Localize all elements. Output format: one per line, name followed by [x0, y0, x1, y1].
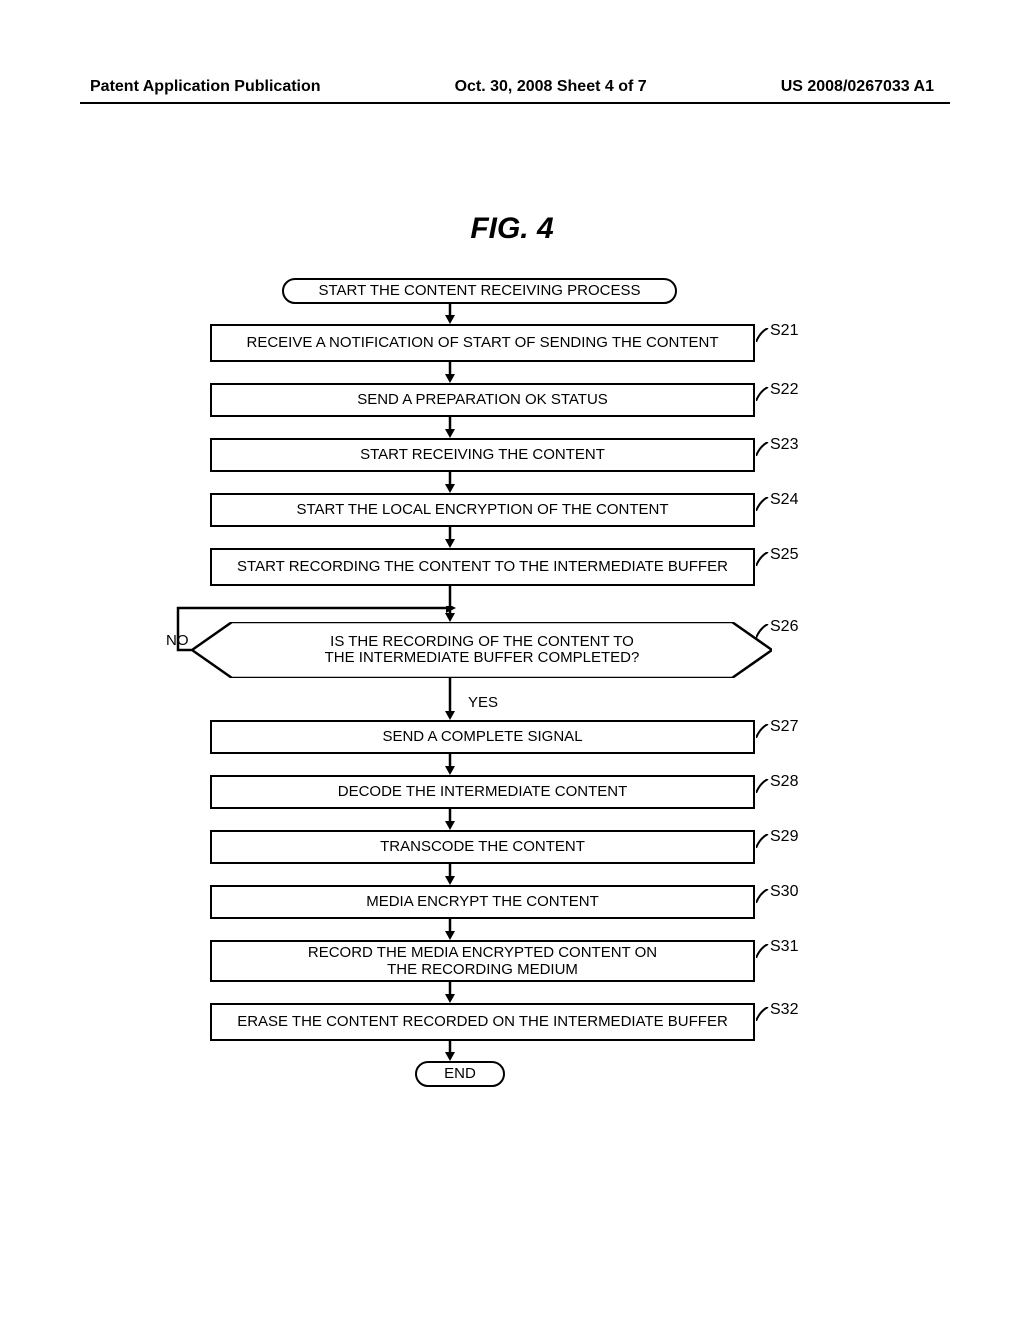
step-label: S31: [770, 938, 798, 956]
figure-title: FIG. 4: [0, 212, 1024, 246]
step-label: S29: [770, 828, 798, 846]
process-s30: MEDIA ENCRYPT THE CONTENT: [210, 885, 755, 919]
page: Patent Application Publication Oct. 30, …: [0, 0, 1024, 1320]
flow-arrow: [444, 472, 456, 493]
start-terminator: START THE CONTENT RECEIVING PROCESS: [282, 278, 677, 304]
process-s31: RECORD THE MEDIA ENCRYPTED CONTENT ONTHE…: [210, 940, 755, 982]
loop-no-path: [176, 606, 458, 654]
page-header: Patent Application Publication Oct. 30, …: [0, 78, 1024, 96]
step-label: S23: [770, 436, 798, 454]
process-s25: START RECORDING THE CONTENT TO THE INTER…: [210, 548, 755, 586]
flow-arrow: [444, 527, 456, 548]
process-s32: ERASE THE CONTENT RECORDED ON THE INTERM…: [210, 1003, 755, 1041]
step-label: S26: [770, 618, 798, 636]
step-label: S32: [770, 1001, 798, 1019]
process-s28: DECODE THE INTERMEDIATE CONTENT: [210, 775, 755, 809]
header-right: US 2008/0267033 A1: [781, 78, 934, 96]
flow-arrow: [444, 809, 456, 830]
process-s23: START RECEIVING THE CONTENT: [210, 438, 755, 472]
branch-yes-label: YES: [468, 694, 498, 711]
flow-arrow: [444, 304, 456, 324]
flow-arrow: [444, 417, 456, 438]
flow-arrow: [444, 982, 456, 1003]
process-s22: SEND A PREPARATION OK STATUS: [210, 383, 755, 417]
flow-arrow: [444, 754, 456, 775]
flow-arrow: [444, 362, 456, 383]
flow-arrow: [444, 864, 456, 885]
step-label: S25: [770, 546, 798, 564]
step-label: S24: [770, 491, 798, 509]
header-center: Oct. 30, 2008 Sheet 4 of 7: [455, 78, 647, 96]
step-label: S28: [770, 773, 798, 791]
header-rule: [80, 102, 950, 104]
header-left: Patent Application Publication: [90, 78, 321, 96]
process-s27: SEND A COMPLETE SIGNAL: [210, 720, 755, 754]
step-label: S22: [770, 381, 798, 399]
step-label: S21: [770, 322, 798, 340]
process-s21: RECEIVE A NOTIFICATION OF START OF SENDI…: [210, 324, 755, 362]
process-s24: START THE LOCAL ENCRYPTION OF THE CONTEN…: [210, 493, 755, 527]
flow-arrow: [444, 919, 456, 940]
step-label: S30: [770, 883, 798, 901]
flow-arrow: [444, 1041, 456, 1061]
process-s29: TRANSCODE THE CONTENT: [210, 830, 755, 864]
end-terminator: END: [415, 1061, 505, 1087]
step-label: S27: [770, 718, 798, 736]
flow-arrow: [444, 678, 456, 720]
